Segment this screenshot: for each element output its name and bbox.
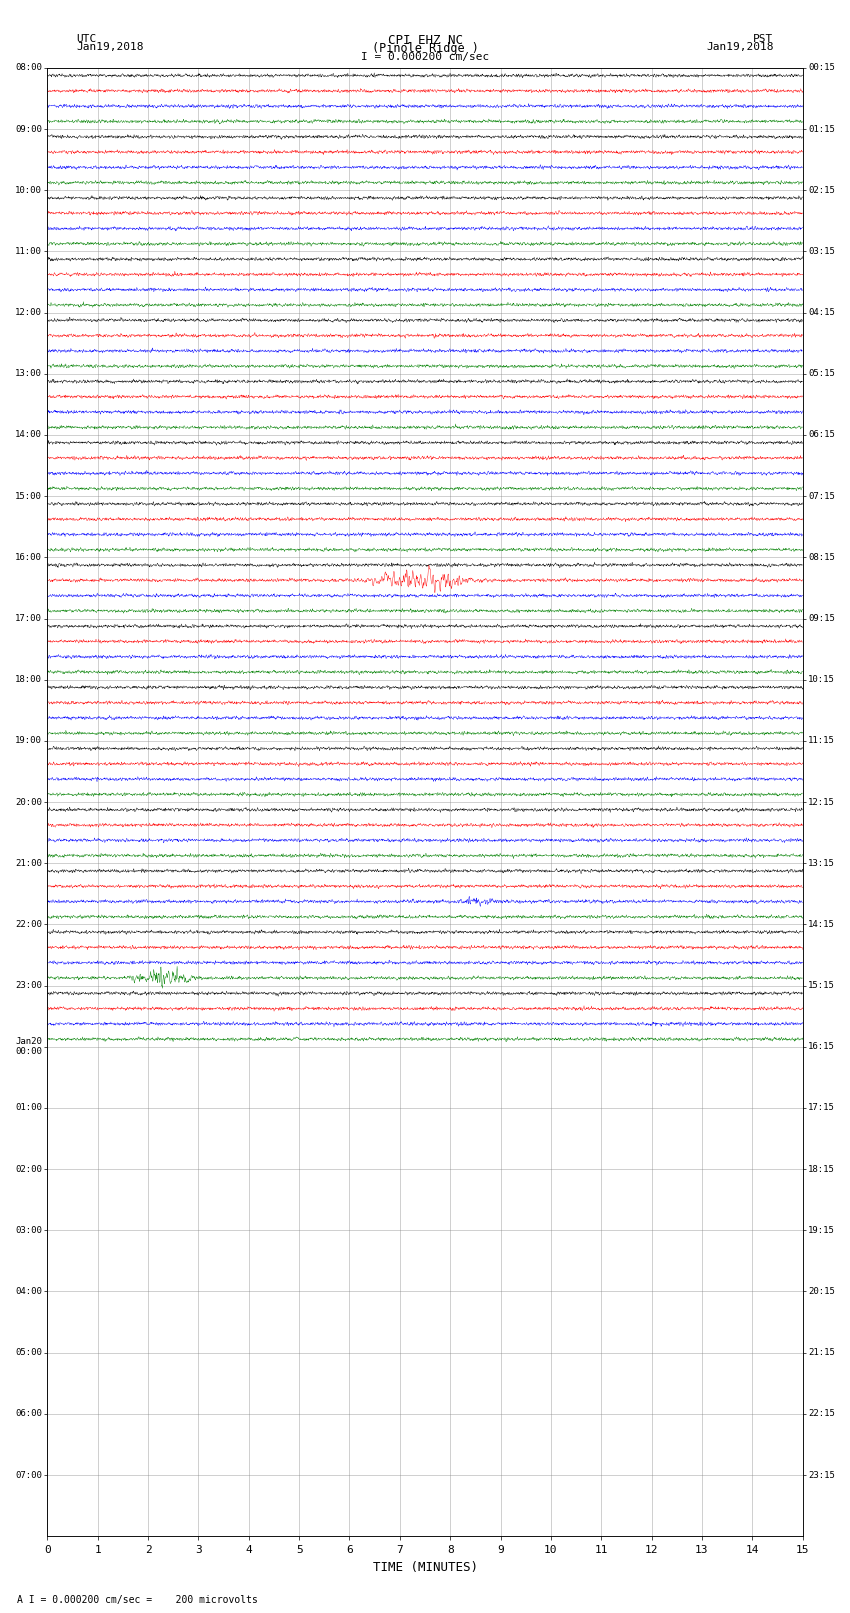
Text: Jan19,2018: Jan19,2018 [706, 42, 774, 52]
Text: I = 0.000200 cm/sec: I = 0.000200 cm/sec [361, 52, 489, 61]
Text: (Pinole Ridge ): (Pinole Ridge ) [371, 42, 479, 55]
X-axis label: TIME (MINUTES): TIME (MINUTES) [372, 1561, 478, 1574]
Text: UTC: UTC [76, 34, 97, 44]
Text: A I = 0.000200 cm/sec =    200 microvolts: A I = 0.000200 cm/sec = 200 microvolts [17, 1595, 258, 1605]
Text: PST: PST [753, 34, 774, 44]
Text: Jan19,2018: Jan19,2018 [76, 42, 144, 52]
Text: CPI EHZ NC: CPI EHZ NC [388, 34, 462, 47]
